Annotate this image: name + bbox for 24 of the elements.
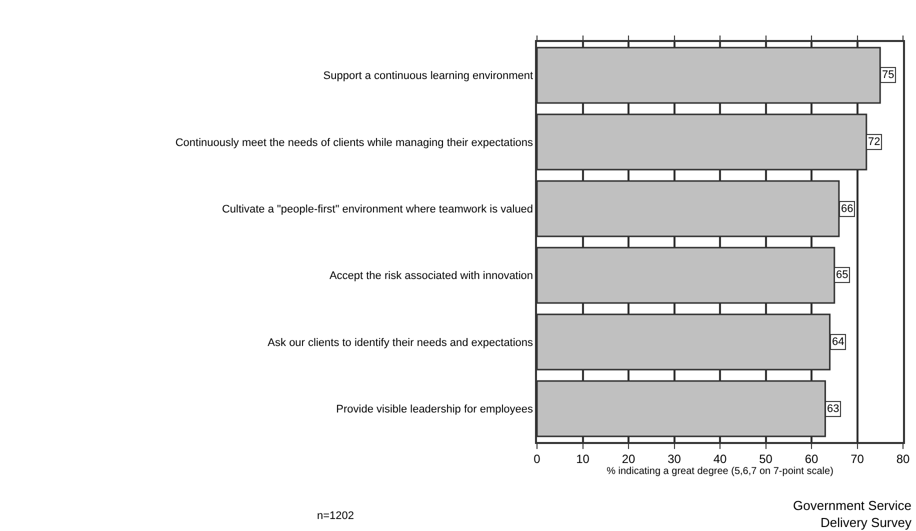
x-tick-label: 0 [534, 452, 541, 466]
y-tick-label: Accept the risk associated with innovation [329, 270, 534, 282]
x-tick-label: 30 [668, 452, 682, 466]
y-tick-label: Ask our clients to identify their needs and expectations [268, 336, 534, 349]
data-label: 72 [868, 136, 880, 148]
data-label: 64 [832, 336, 844, 348]
y-tick-label: Support a continuous learning environment [323, 70, 534, 82]
x-tick-label: 50 [759, 452, 773, 466]
text: Government Service Delivery Survey [793, 498, 912, 530]
data-label: 75 [882, 69, 894, 81]
y-tick-label: Continuously meet the needs of clients while managing their expectations [175, 136, 534, 149]
y-tick-label: Cultivate a "people-first" environment where teamwork is valued [222, 204, 534, 216]
data-label: 66 [841, 203, 854, 215]
data-label: 63 [827, 403, 840, 415]
x-tick-label: 60 [804, 452, 818, 466]
data-label: 65 [836, 269, 848, 281]
x-tick-label: 70 [850, 452, 864, 466]
x-tick-label: 10 [576, 452, 590, 466]
x-axis-title: % indicating a great degree (5,6,7 on 7-point scale) [606, 466, 834, 478]
x-tick-label: 20 [622, 452, 636, 466]
y-tick-label: Provide visible leadership for employees [336, 404, 534, 416]
text: n=1202 [317, 510, 354, 522]
x-tick-label: 40 [713, 452, 727, 466]
x-tick-label: 80 [896, 452, 910, 466]
